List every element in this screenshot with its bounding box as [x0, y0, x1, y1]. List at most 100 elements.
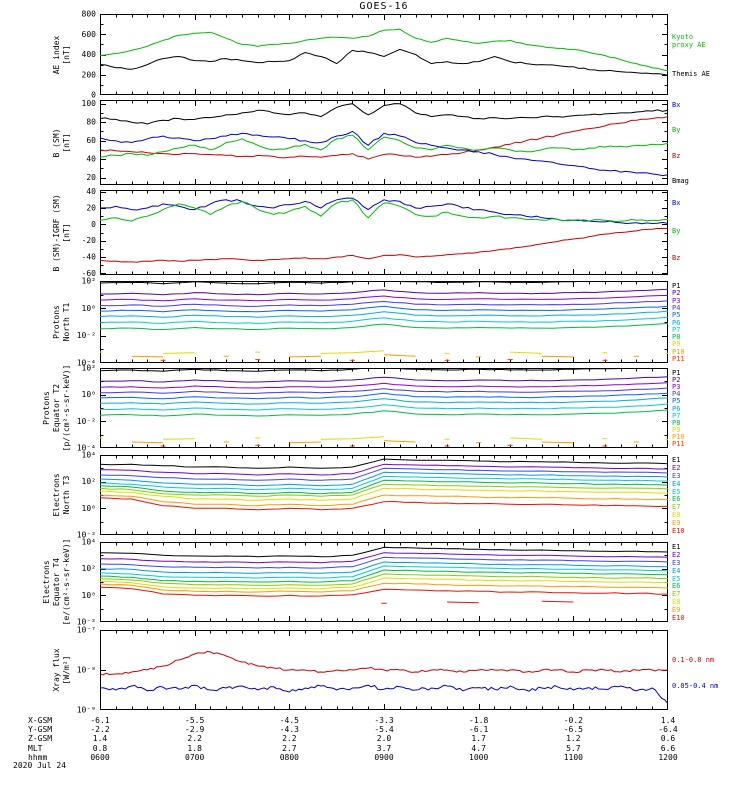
- series-P10: [289, 441, 321, 444]
- series-E4: [100, 471, 668, 487]
- axis-row-label-MLT: MLT: [28, 743, 43, 753]
- legend-P5: P5: [672, 311, 681, 320]
- series-P2: [100, 376, 668, 383]
- axis-row-label-hhmm: hhmm: [28, 752, 48, 762]
- series-P9: [163, 352, 195, 354]
- legend-E10: E10: [672, 614, 685, 622]
- series-E10-scatter: [541, 600, 574, 603]
- series-E8: [100, 577, 668, 590]
- y-tick-label: 400: [82, 50, 97, 59]
- y-tick-label: 10²: [82, 364, 96, 373]
- series-P7: [100, 316, 668, 324]
- panel-ae-index: 0 200 400 600 800: [82, 10, 668, 100]
- series-E2: [100, 463, 668, 476]
- legend-P4: P4: [672, 303, 681, 312]
- series-P10: [383, 440, 416, 443]
- legend-E4: E4: [672, 479, 681, 488]
- legend-P9: P9: [672, 425, 681, 434]
- series-P7: [100, 403, 668, 411]
- y-tick-label: 10⁰: [82, 504, 96, 513]
- series-P9: [163, 438, 195, 440]
- series-P10: [383, 354, 416, 357]
- legend-Bmag: Bmag: [672, 177, 689, 185]
- series-P9: [320, 350, 385, 354]
- axis-row-value: 1.2: [566, 734, 581, 744]
- panel-frame: [100, 100, 668, 185]
- series-P10: [131, 355, 164, 358]
- y-tick-label: 10²: [82, 277, 96, 286]
- legend-P1: P1: [672, 282, 681, 290]
- series-P9: [510, 437, 542, 440]
- legend-E3: E3: [672, 558, 681, 567]
- y-tick-label: 10⁴: [82, 451, 96, 460]
- legend-0.1-0.8 nm: 0.1-0.8 nm: [672, 656, 715, 665]
- series-E4: [100, 561, 668, 574]
- y-tick-label: 80: [86, 118, 96, 127]
- axis-row-value: 0700: [185, 752, 205, 762]
- series-P5: [100, 392, 668, 400]
- series-P10: [541, 355, 574, 358]
- axis-row-label-Y-GSM: Y-GSM: [28, 725, 53, 735]
- panel-ticks: [101, 101, 667, 184]
- legend-P8: P8: [672, 418, 681, 427]
- axis-row-value: -0.2: [563, 716, 583, 725]
- axis-row-value: 1200: [658, 752, 678, 762]
- series-E10: [100, 497, 668, 511]
- series-E7: [100, 573, 668, 586]
- series-P8: [100, 409, 668, 417]
- ylabel-b-igrf: B (SM)-IGRF (SM) [nT]: [52, 193, 71, 272]
- series-E10: [100, 586, 668, 597]
- series-group: [100, 458, 668, 511]
- y-tick-label: 10⁰: [82, 390, 96, 399]
- series-P4: [100, 387, 668, 394]
- y-tick-label: 10⁰: [82, 304, 96, 313]
- series-E5: [100, 565, 668, 579]
- series-0.05-0.4 nm: [100, 684, 668, 705]
- legend-P8: P8: [672, 333, 681, 342]
- panel-frame: [100, 542, 668, 622]
- ylabel-protons-north: Protons North T1: [52, 302, 71, 342]
- series-P3: [100, 382, 668, 389]
- legend-Themis AE: Themis AE: [672, 69, 710, 78]
- legend-E10: E10: [672, 527, 685, 535]
- legend-Bx: Bx: [672, 101, 681, 109]
- legend-E5: E5: [672, 574, 681, 583]
- y-tick-label: 10⁻²: [77, 618, 96, 627]
- series-E9: [100, 494, 668, 507]
- panel-frame: [100, 14, 668, 95]
- axis-row-value: -5.4: [374, 725, 394, 735]
- series-P3: [100, 294, 668, 302]
- legend-P1: P1: [672, 369, 681, 377]
- series-By: [100, 134, 668, 158]
- legend-By: By: [672, 126, 681, 135]
- panel-protons-north: 10⁻⁴ 10⁻² 10⁰ 10²: [77, 277, 668, 368]
- legend-P3: P3: [672, 383, 681, 392]
- y-tick-label: 10⁰: [82, 591, 96, 600]
- y-tick-label: 20: [86, 173, 96, 182]
- axis-row-value: 2.7: [282, 743, 297, 753]
- series-E5: [100, 475, 668, 491]
- axis-row-value: 1000: [469, 752, 489, 762]
- ylabel-electrons-equator: Electrons Equator T4 [e/(cm²-s-sr-keV)]: [42, 538, 71, 626]
- legend-P4: P4: [672, 390, 681, 399]
- series-group: [100, 103, 668, 177]
- legend-P10: P10: [672, 347, 685, 356]
- ylabel-ae-index: AE index [nT]: [52, 35, 71, 74]
- legend-P6: P6: [672, 318, 681, 327]
- y-tick-label: 60: [86, 136, 96, 145]
- series-P2: [100, 288, 668, 296]
- panel-electrons-equator: 10⁻² 10⁰ 10² 10⁴: [77, 538, 668, 627]
- y-tick-label: 10²: [82, 477, 96, 486]
- panel-protons-equator: 10⁻⁴ 10⁻² 10⁰ 10²: [77, 364, 668, 453]
- axis-row-value: 1.4: [92, 734, 108, 744]
- y-tick-label: 10²: [82, 564, 96, 573]
- panel-frame: [100, 190, 668, 275]
- ylabel-electrons-north: Electrons North T3: [52, 473, 71, 517]
- legend-Bz: Bz: [672, 254, 681, 262]
- y-tick-label: 20: [86, 203, 96, 212]
- ylabel-b-sm: B (SM) [nT]: [52, 128, 71, 157]
- series-Bmag: [100, 103, 668, 125]
- series-group: [100, 650, 668, 705]
- legend-P6: P6: [672, 404, 681, 413]
